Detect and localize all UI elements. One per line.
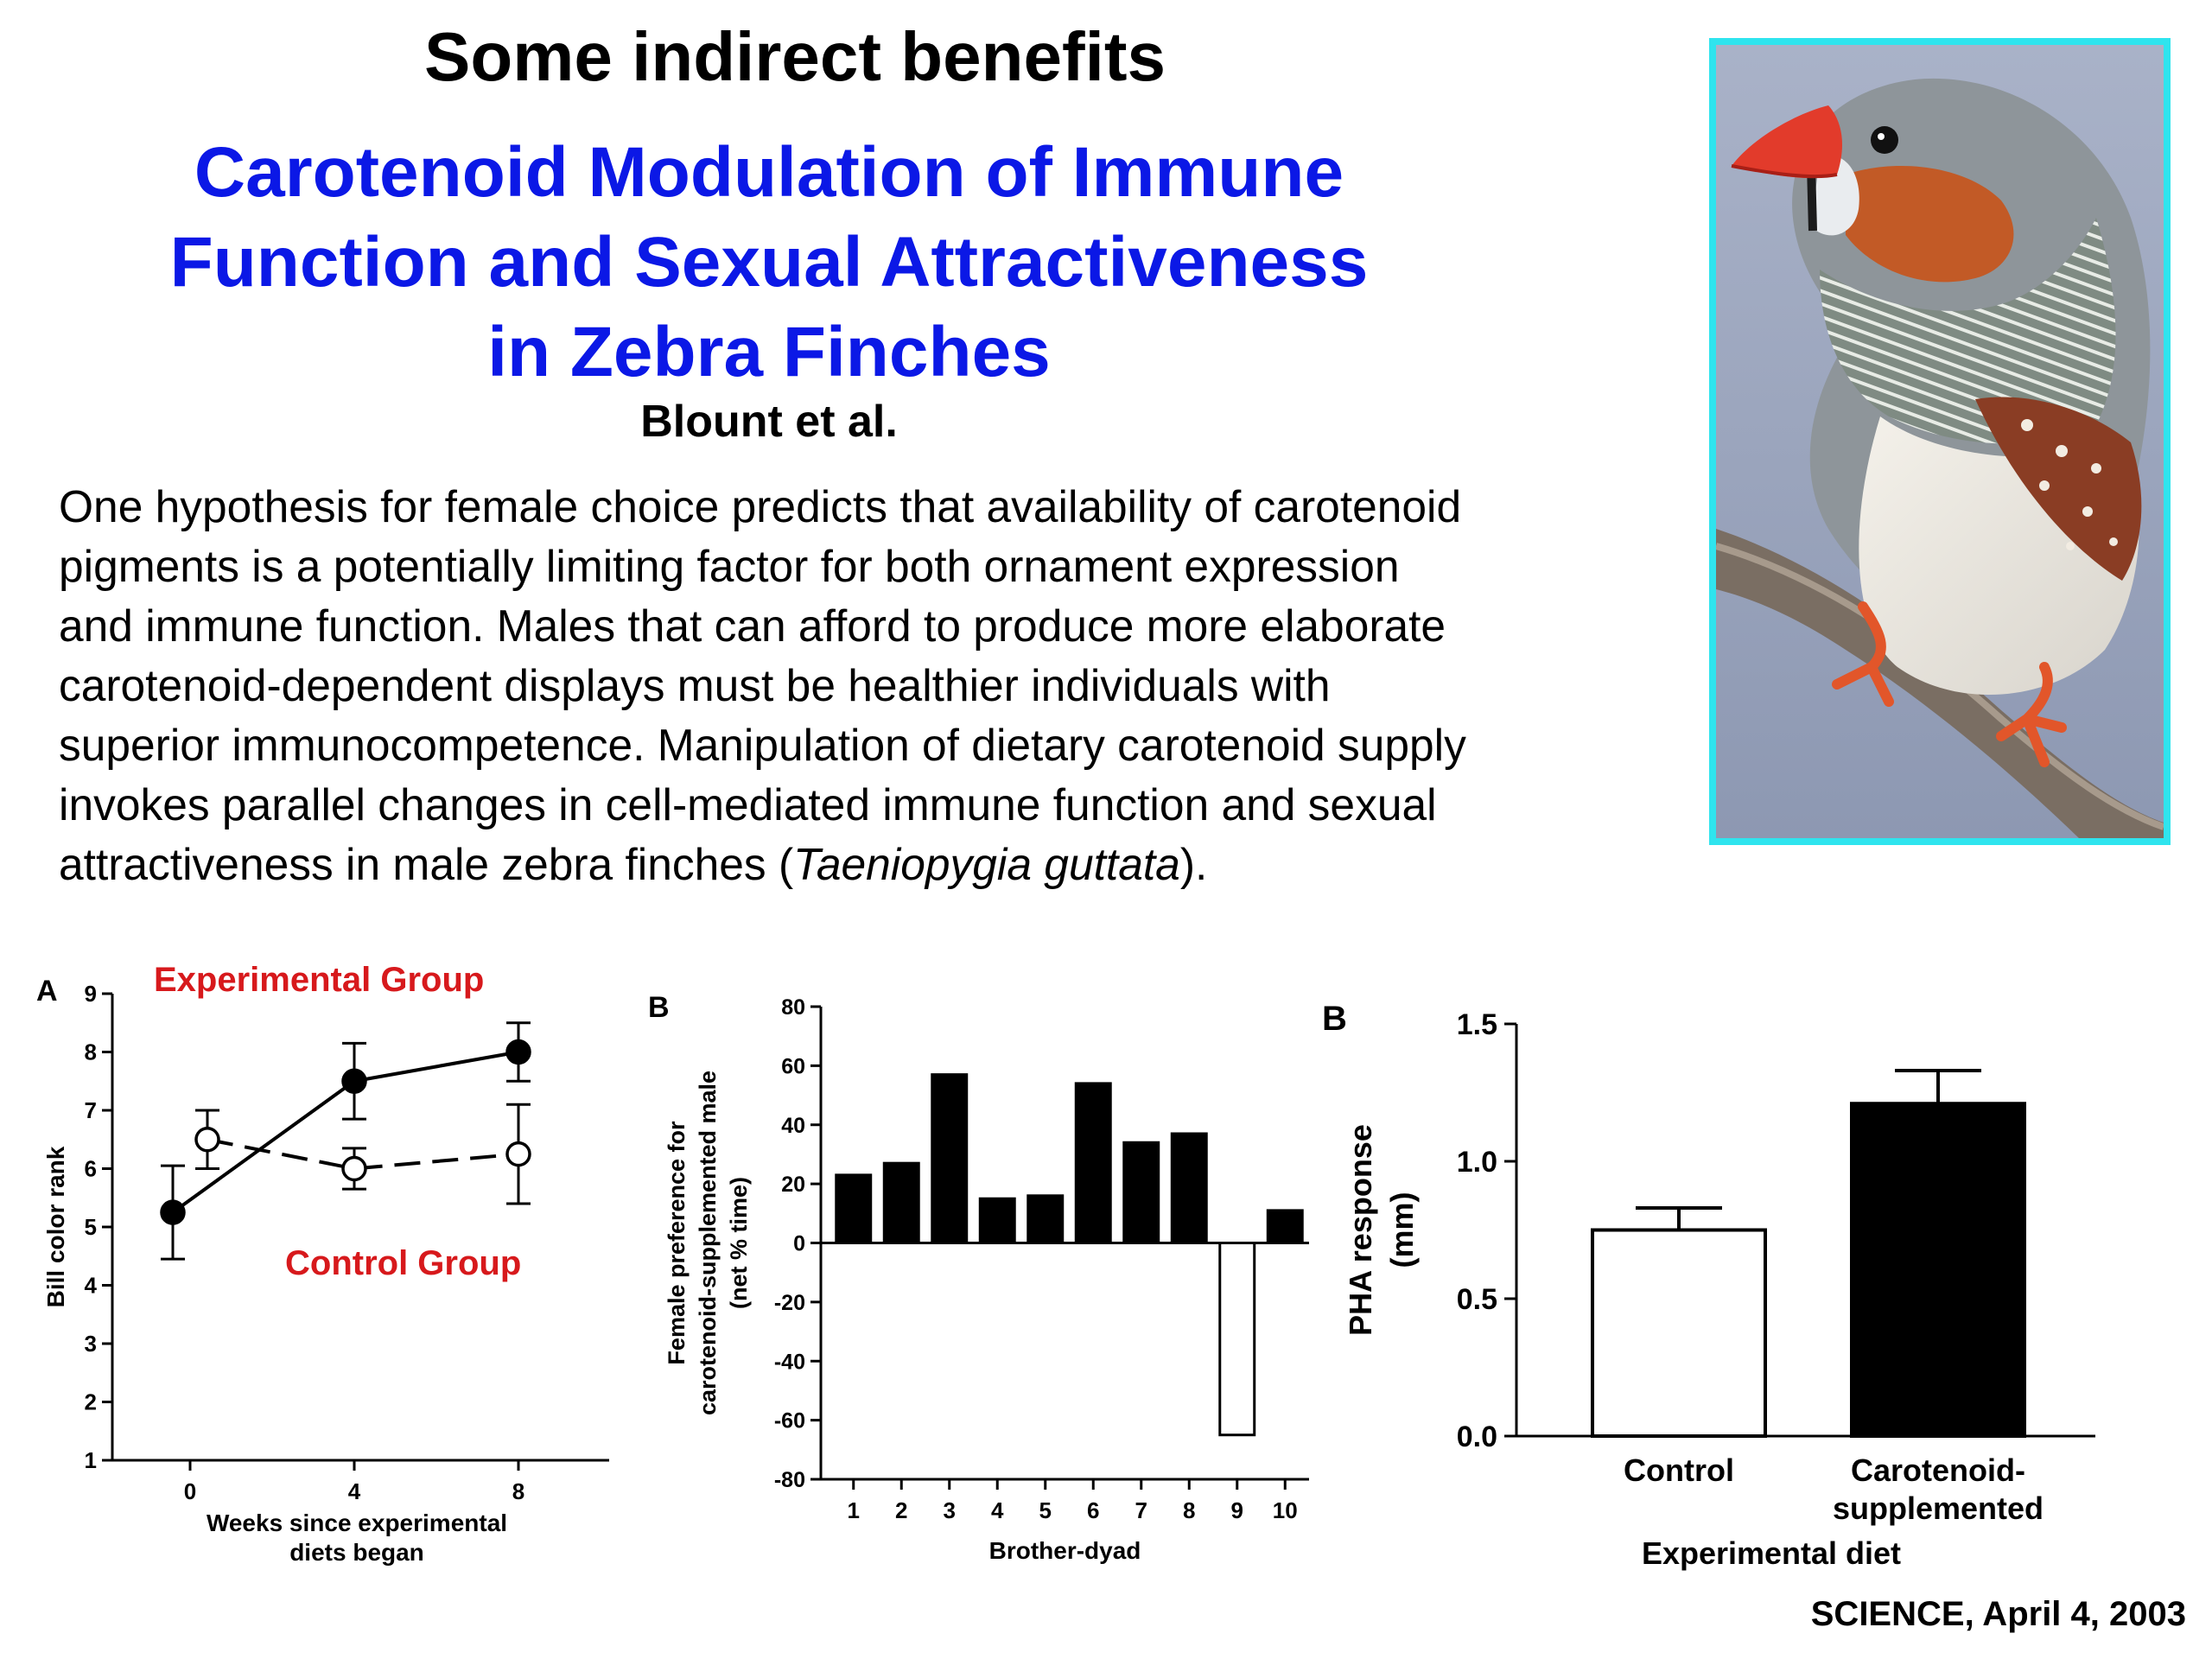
x-tick-label: 3 (944, 1497, 956, 1523)
data-point-experimental (505, 1039, 531, 1065)
abstract-paragraph: One hypothesis for female choice predict… (59, 477, 1700, 894)
abstract-line: One hypothesis for female choice predict… (59, 481, 1462, 531)
zebra-finch-photo (1709, 38, 2171, 845)
data-point-control (194, 1127, 220, 1153)
bar (1218, 1242, 1256, 1437)
x-tick-label: 2 (895, 1497, 907, 1523)
data-point-control (341, 1155, 367, 1182)
panel-label: A (36, 975, 58, 1007)
panel-label: B (1322, 1000, 1347, 1038)
y-tick-label: 20 (781, 1173, 805, 1197)
data-point-experimental (160, 1199, 186, 1225)
y-tick-label: 9 (85, 981, 97, 1007)
bar (931, 1073, 969, 1244)
y-axis-label: PHA response (1343, 1124, 1378, 1336)
y-axis-label: (net % time) (726, 1177, 752, 1309)
y-axis-label: Female preference for (664, 1121, 690, 1365)
x-axis-label: Brother-dyad (989, 1537, 1141, 1564)
x-tick-label: Carotenoid- (1851, 1452, 2025, 1488)
y-tick-label: 40 (781, 1114, 805, 1138)
annotation-control-group: Control Group (285, 1244, 521, 1282)
bar (1170, 1132, 1208, 1245)
y-tick-label: -20 (774, 1291, 805, 1315)
bar (1266, 1209, 1304, 1244)
abstract-line: superior immunocompetence. Manipulation … (59, 720, 1466, 770)
y-axis-label: (mm) (1384, 1192, 1420, 1268)
x-tick-label: 5 (1039, 1497, 1052, 1523)
x-tick-label: 4 (348, 1478, 361, 1504)
y-tick-label: 1.0 (1457, 1146, 1497, 1179)
bar (1027, 1194, 1065, 1244)
x-tick-label: Control (1624, 1452, 1734, 1488)
y-tick-label: 0.0 (1457, 1421, 1497, 1453)
paper-authors: Blount et al. (640, 397, 898, 447)
y-tick-label: -80 (774, 1468, 805, 1492)
species-name: Taeniopygia guttata (793, 839, 1180, 889)
x-tick-label: 0 (184, 1478, 196, 1504)
y-tick-label: 3 (85, 1331, 97, 1357)
slide-heading: Some indirect benefits (424, 18, 1166, 95)
y-tick-label: 60 (781, 1054, 805, 1078)
abstract-line: invokes parallel changes in cell-mediate… (59, 779, 1437, 830)
y-tick-label: 80 (781, 995, 805, 1020)
paper-title-line: in Zebra Finches (487, 313, 1051, 391)
bar (1074, 1082, 1112, 1244)
paper-title-line: Function and Sexual Attractiveness (169, 223, 1369, 302)
bar (1850, 1102, 2026, 1438)
x-axis-label: Experimental diet (1642, 1535, 1901, 1571)
series-line-control (207, 1137, 519, 1171)
x-tick-label: 7 (1135, 1497, 1147, 1523)
bar (882, 1161, 920, 1245)
citation: SCIENCE, April 4, 2003 (1810, 1595, 2186, 1633)
x-tick-label: 1 (848, 1497, 860, 1523)
paper-title: Carotenoid Modulation of Immune Function… (86, 128, 1452, 397)
bar (1122, 1141, 1160, 1244)
x-tick-label: 9 (1231, 1497, 1243, 1523)
bar (1591, 1228, 1767, 1438)
y-tick-label: 1.5 (1457, 1008, 1497, 1041)
abstract-line: pigments is a potentially limiting facto… (59, 541, 1400, 591)
y-tick-label: -60 (774, 1409, 805, 1433)
x-axis-label: Weeks since experimental (207, 1510, 507, 1536)
data-point-experimental (341, 1068, 367, 1094)
x-tick-label: 8 (1183, 1497, 1195, 1523)
bar (978, 1197, 1016, 1244)
y-axis-label: carotenoid-supplemented male (695, 1071, 721, 1415)
x-tick-label: 8 (512, 1478, 524, 1504)
y-tick-label: 0 (793, 1232, 805, 1256)
abstract-line: carotenoid-dependent displays must be he… (59, 660, 1331, 710)
y-tick-label: 0.5 (1457, 1283, 1497, 1316)
y-tick-label: 2 (85, 1389, 97, 1415)
x-tick-label: 10 (1273, 1497, 1298, 1523)
y-tick-label: 4 (85, 1273, 98, 1299)
paper-title-line: Carotenoid Modulation of Immune (194, 133, 1344, 212)
y-tick-label: 1 (85, 1447, 97, 1473)
annotation-experimental-group: Experimental Group (154, 961, 484, 999)
zebra-finch-illustration (1716, 45, 2164, 838)
abstract-line: and immune function. Males that can affo… (59, 601, 1446, 651)
abstract-text: attractiveness in male zebra finches ( (59, 839, 794, 889)
x-axis-label: diets began (289, 1539, 424, 1566)
bar (835, 1173, 873, 1244)
abstract-line-last: attractiveness in male zebra finches (Ta… (59, 835, 1700, 894)
chart-female-preference: B 80 60 40 20 0 -20 -40 -60 -80 1 2 3 4 5 6 7 8 9 10 Brother… (648, 991, 1309, 1564)
y-tick-label: 6 (85, 1156, 97, 1182)
abstract-text: ). (1179, 839, 1208, 889)
y-tick-label: 7 (85, 1097, 97, 1123)
y-axis-label: Bill color rank (42, 1146, 69, 1307)
panel-label: B (648, 991, 670, 1024)
chart-pha-response: B 0.0 0.5 1.0 1.5 Control Carotenoid-supplemen… (1322, 1000, 2095, 1571)
x-tick-label: supplemented (1833, 1491, 2044, 1526)
x-tick-label: 6 (1087, 1497, 1099, 1523)
data-point-control (505, 1141, 531, 1167)
y-tick-label: 5 (85, 1214, 97, 1240)
y-tick-label: -40 (774, 1350, 805, 1374)
x-tick-label: 4 (991, 1497, 1004, 1523)
y-tick-label: 8 (85, 1039, 97, 1065)
